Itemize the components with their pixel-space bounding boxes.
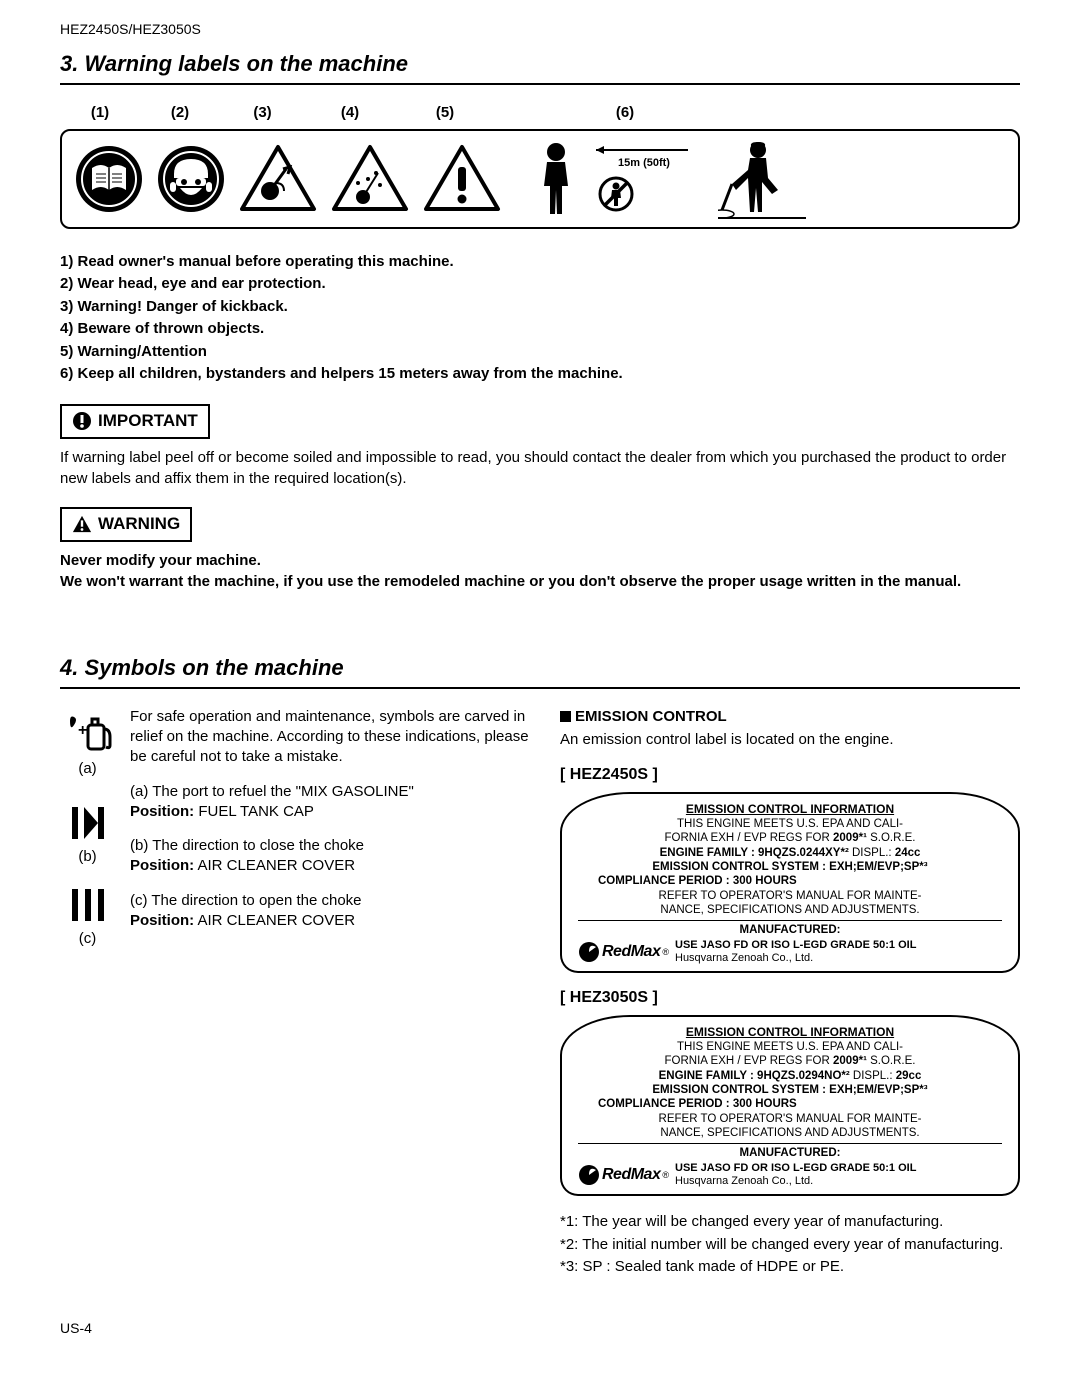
fuel-symbol-icon: +: [64, 711, 112, 755]
header-model: HEZ2450S/HEZ3050S: [60, 20, 1020, 39]
section3-title: 3. Warning labels on the machine: [60, 49, 1020, 85]
kickback-warning-icon: [238, 143, 318, 215]
read-manual-icon: [74, 144, 144, 214]
footnotes: *1: The year will be changed every year …: [560, 1212, 1020, 1277]
warning-triangle-icon: [72, 514, 92, 534]
eci-2: EMISSION CONTROL INFORMATION: [578, 1025, 1002, 1040]
pos-label-a: Position:: [130, 803, 194, 820]
symbol-c-letter: (c): [66, 929, 110, 949]
important-icon: [72, 411, 92, 431]
redmax-logo-1: RedMax®: [578, 941, 669, 963]
section4-title: 4. Symbols on the machine: [60, 653, 1020, 689]
note-3: *3: SP : Sealed tank made of HDPE or PE.: [560, 1257, 1020, 1277]
important-text: If warning label peel off or become soil…: [60, 447, 1020, 489]
warning-line-1: Never modify your machine.: [60, 550, 1020, 572]
label-num-4: (4): [305, 103, 395, 123]
desc-6: 6) Keep all children, bystanders and hel…: [60, 363, 1020, 386]
label-number-row: (1) (2) (3) (4) (5) (6): [60, 103, 1020, 123]
square-bullet-icon: [560, 711, 571, 722]
thrown-objects-icon: [330, 143, 410, 215]
pos-label-b: Position:: [130, 857, 194, 874]
desc-4: 4) Beware of thrown objects.: [60, 318, 1020, 341]
label-num-5: (5): [395, 103, 495, 123]
warning-callout: WARNING: [60, 507, 192, 542]
label-num-3: (3): [220, 103, 305, 123]
desc-1: 1) Read owner's manual before operating …: [60, 251, 1020, 274]
symbol-a-desc: (a) The port to refuel the "MIX GASOLINE…: [130, 783, 414, 800]
symbols-intro: For safe operation and maintenance, symb…: [130, 707, 530, 768]
symbol-b-desc: (b) The direction to close the choke: [130, 837, 364, 854]
important-callout: IMPORTANT: [60, 404, 210, 439]
choke-open-icon: [66, 885, 110, 925]
right-column: EMISSION CONTROL An emission control lab…: [560, 707, 1020, 1279]
desc-3: 3) Warning! Danger of kickback.: [60, 296, 1020, 319]
warning-line-2: We won't warrant the machine, if you use…: [60, 571, 1020, 593]
warning-descriptions: 1) Read owner's manual before operating …: [60, 251, 1020, 386]
choke-close-icon: [66, 803, 110, 843]
warning-icon-strip: 15m (50ft): [60, 129, 1020, 229]
symbol-a-letter: (a): [64, 759, 112, 779]
emission-control-heading: EMISSION CONTROL: [560, 707, 1020, 727]
redmax-logo-2: RedMax®: [578, 1164, 669, 1186]
svg-text:+: +: [78, 722, 87, 739]
label-num-2: (2): [140, 103, 220, 123]
important-label: IMPORTANT: [98, 410, 198, 433]
desc-2: 2) Wear head, eye and ear protection.: [60, 273, 1020, 296]
label-num-1: (1): [60, 103, 140, 123]
note-2: *2: The initial number will be changed e…: [560, 1235, 1020, 1255]
symbol-column: + (a) (b): [60, 707, 115, 1279]
desc-5: 5) Warning/Attention: [60, 341, 1020, 364]
left-text-column: For safe operation and maintenance, symb…: [130, 707, 530, 1279]
section4-content: + (a) (b): [60, 707, 1020, 1279]
pos-c: AIR CLEANER COVER: [194, 912, 355, 929]
model1-heading: [ HEZ2450S ]: [560, 764, 1020, 786]
emission-intro: An emission control label is located on …: [560, 730, 1020, 750]
eci-1: EMISSION CONTROL INFORMATION: [578, 802, 1002, 817]
pos-a: FUEL TANK CAP: [194, 803, 314, 820]
warning-label: WARNING: [98, 513, 180, 536]
symbol-b-letter: (b): [66, 847, 110, 867]
ppe-icon: [156, 144, 226, 214]
pos-label-c: Position:: [130, 912, 194, 929]
left-column: + (a) (b): [60, 707, 530, 1279]
emission-label-1: EMISSION CONTROL INFORMATION THIS ENGINE…: [560, 792, 1020, 973]
model2-heading: [ HEZ3050S ]: [560, 987, 1020, 1009]
note-1: *1: The year will be changed every year …: [560, 1212, 1020, 1232]
attention-icon: [422, 143, 502, 215]
symbol-c-desc: (c) The direction to open the choke: [130, 892, 362, 909]
warning-text: Never modify your machine. We won't warr…: [60, 550, 1020, 594]
distance-text: 15m (50ft): [618, 157, 670, 169]
label-num-6: (6): [525, 103, 725, 123]
el1-l1: THIS ENGINE MEETS U.S. EPA AND CALI-: [578, 817, 1002, 831]
emission-label-2: EMISSION CONTROL INFORMATION THIS ENGINE…: [560, 1015, 1020, 1196]
page-number: US-4: [60, 1319, 1020, 1338]
pos-b: AIR CLEANER COVER: [194, 857, 355, 874]
bystander-distance-icon: 15m (50ft): [534, 138, 808, 220]
